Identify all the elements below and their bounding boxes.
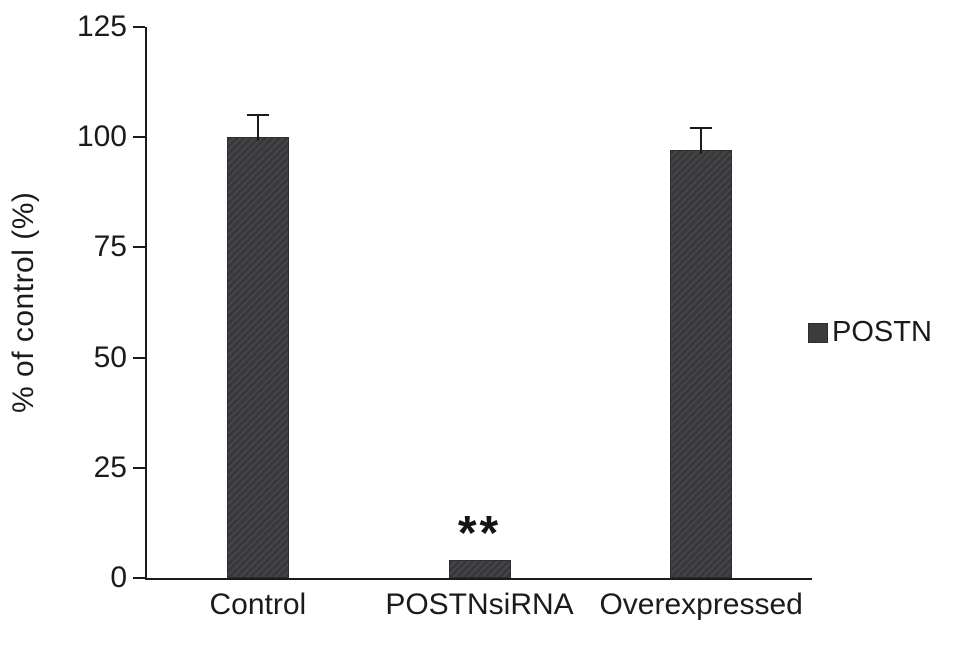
y-tick-label-75: 75 [93,230,127,264]
y-axis-label: % of control (%) [7,191,40,414]
legend: POSTN [808,316,932,349]
y-tick-mark-100 [133,136,145,139]
y-tick-mark-125 [133,26,145,28]
error-bar-cap-overexpressed [690,127,713,130]
x-category-label-postnsirna: POSTNsiRNA [385,588,574,621]
plot-area: 0 25 50 75 100 125 Control POSTNsiRNA Overexpres… [77,10,812,621]
y-tick-mark-75 [133,246,145,249]
legend-label-postn: POSTN [832,316,932,348]
y-tick-label-50: 50 [93,340,127,374]
y-tick-mark-0 [133,577,145,579]
error-bar-line-control [256,115,259,142]
y-tick-mark-25 [133,466,145,469]
significance-annotation-postnsirna: ** [457,507,502,561]
error-bar-cap-control [246,114,269,117]
bar-overexpressed [670,150,733,578]
y-tick-label-100: 100 [76,120,127,154]
x-category-label-control: Control [209,588,307,621]
legend-swatch-postn [808,322,828,343]
y-tick-mark-50 [133,356,145,359]
y-tick-label-125: 125 [76,10,127,43]
y-tick-label-25: 25 [93,450,127,484]
x-category-label-overexpressed: Overexpressed [599,588,803,621]
y-tick-label-0: 0 [110,561,127,594]
bar-control [226,137,289,578]
bar-postnsirna [448,560,511,578]
error-bar-line-overexpressed [700,128,703,155]
